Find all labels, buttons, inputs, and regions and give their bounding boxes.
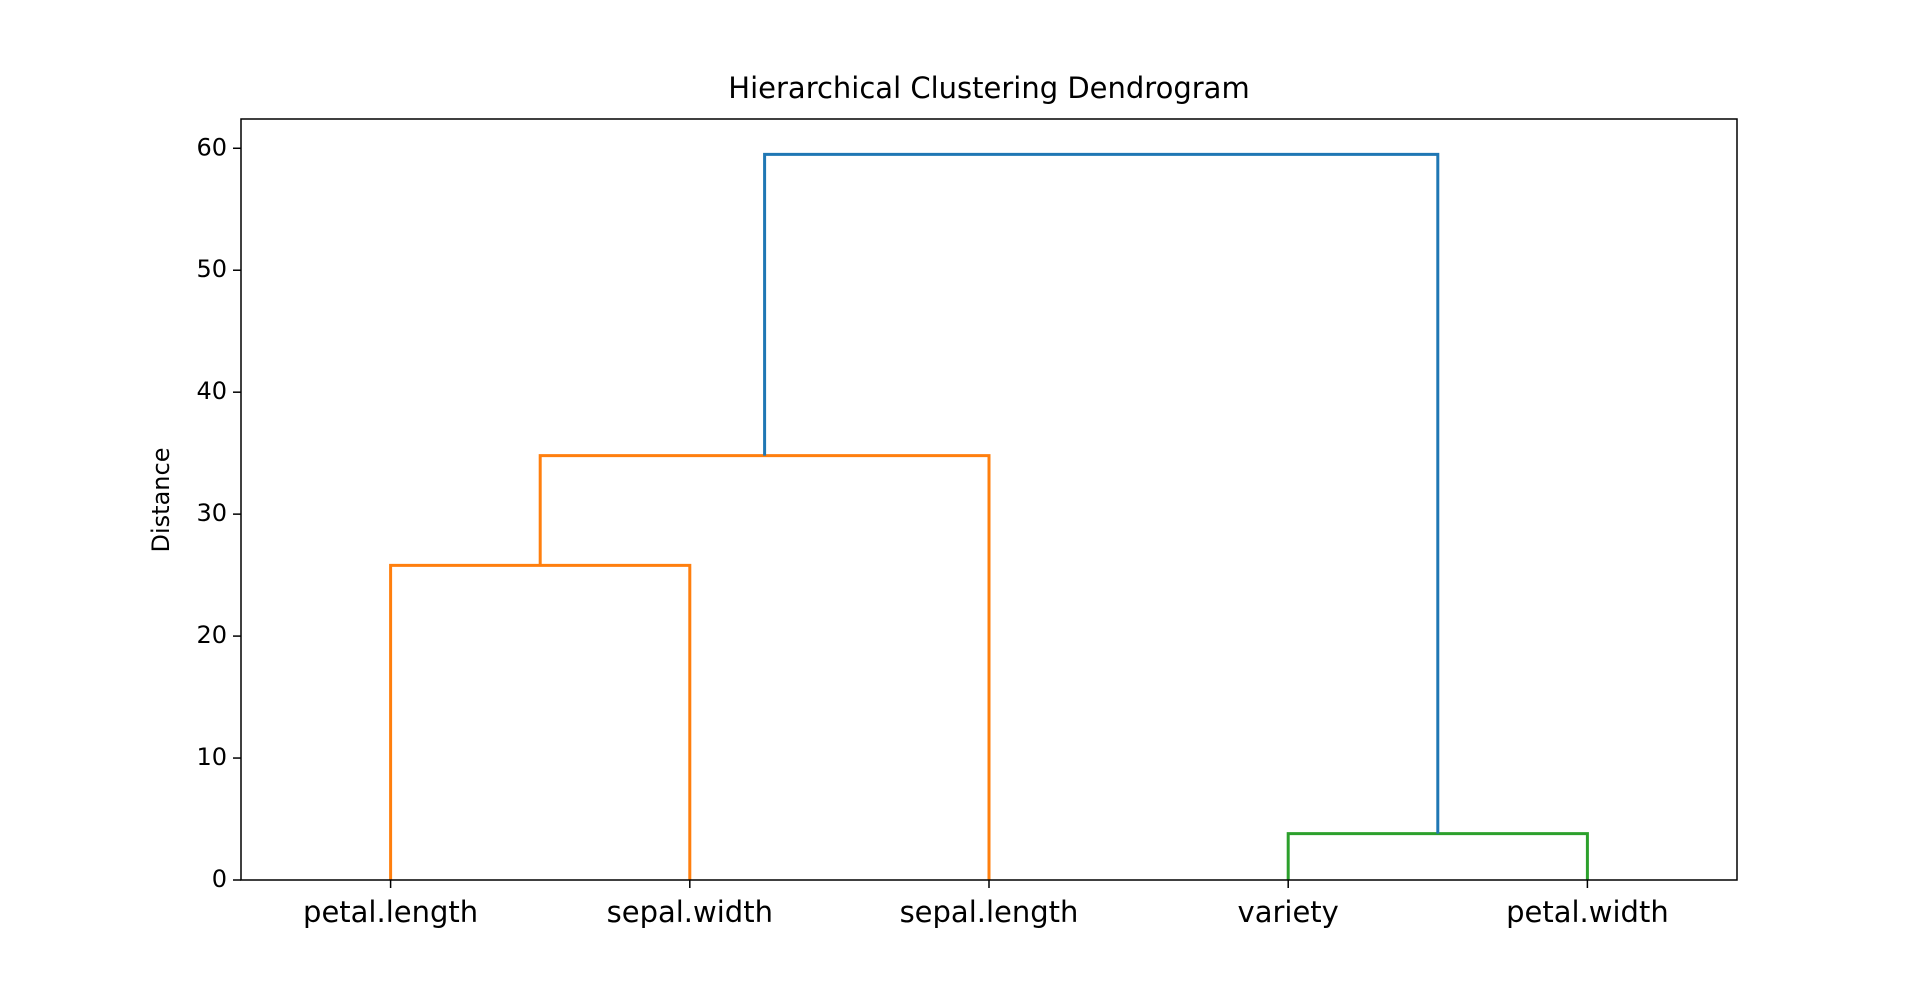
y-tick-label: 50 xyxy=(196,255,227,283)
plot-frame xyxy=(240,118,1738,881)
y-tick-label: 60 xyxy=(196,133,227,161)
chart-title: Hierarchical Clustering Dendrogram xyxy=(728,71,1249,105)
dendrogram-link xyxy=(389,563,692,880)
x-tick-label: sepal.length xyxy=(900,895,1079,929)
dendrogram-link xyxy=(763,152,1440,834)
y-tick-label: 20 xyxy=(196,621,227,649)
y-tick-label: 0 xyxy=(212,865,227,893)
y-tick-label: 30 xyxy=(196,499,227,527)
y-tick-label: 10 xyxy=(196,743,227,771)
y-axis-label: Distance xyxy=(147,448,175,553)
x-tick-label: variety xyxy=(1238,895,1339,929)
y-tick-label: 40 xyxy=(196,377,227,405)
dendrogram-link xyxy=(1286,832,1589,880)
x-tick-label: sepal.width xyxy=(607,895,773,929)
dendrogram-link xyxy=(538,454,991,880)
x-tick-label: petal.length xyxy=(303,895,478,929)
x-tick-label: petal.width xyxy=(1506,895,1669,929)
